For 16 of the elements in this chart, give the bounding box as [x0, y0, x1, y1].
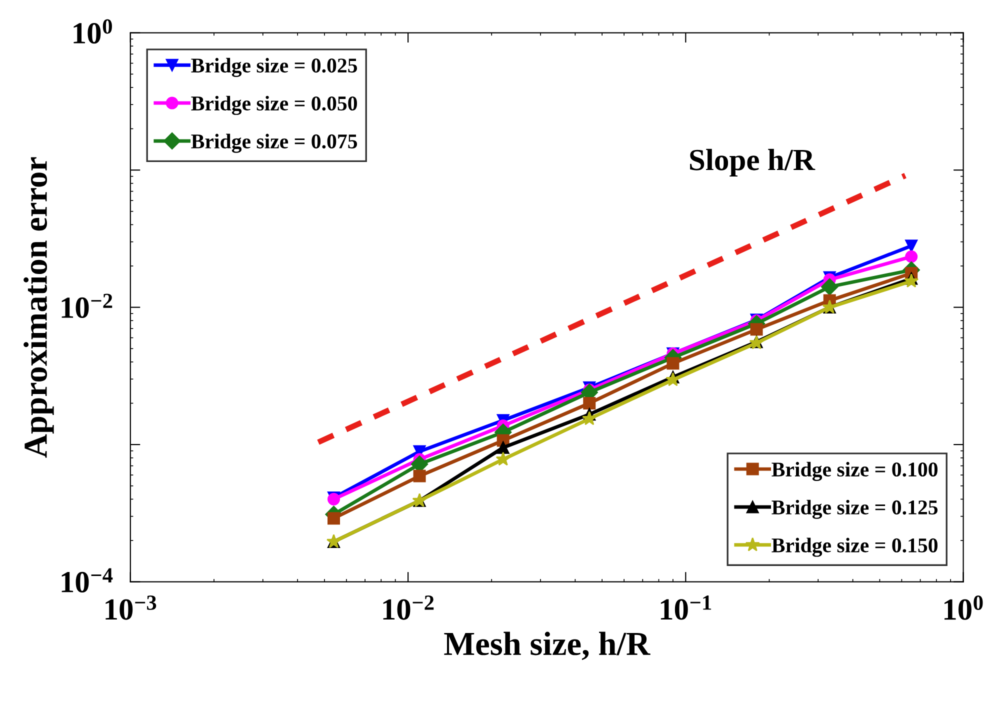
- x-tick-label: 10$^{−1}$: [660, 596, 712, 620]
- y-tick-label: 10$^{−2}$: [62, 294, 112, 318]
- x-tick-label: 10$^{0}$: [944, 596, 983, 620]
- annotation: Slope h/R: [690, 148, 816, 177]
- y-tick-label: 10$^{−4}$: [62, 568, 113, 592]
- y-tick-label: 10$^{0}$: [74, 19, 112, 44]
- legend-label: Bridge size = 0.100: [772, 462, 938, 481]
- legend-label: Bridge size = 0.075: [191, 134, 358, 153]
- legend-label: Bridge size = 0.125: [772, 500, 938, 519]
- x-axis-title: Mesh size, h/R: [444, 632, 650, 660]
- x-tick-label: 10$^{−3}$: [106, 596, 156, 620]
- x-tick-label: 10$^{−2}$: [383, 596, 434, 620]
- y-axis-title: Approximation error: [24, 157, 54, 458]
- legend-label: Bridge size = 0.150: [772, 538, 938, 557]
- legend-label: Bridge size = 0.050: [191, 96, 357, 115]
- legend-label: Bridge size = 0.025: [191, 58, 358, 77]
